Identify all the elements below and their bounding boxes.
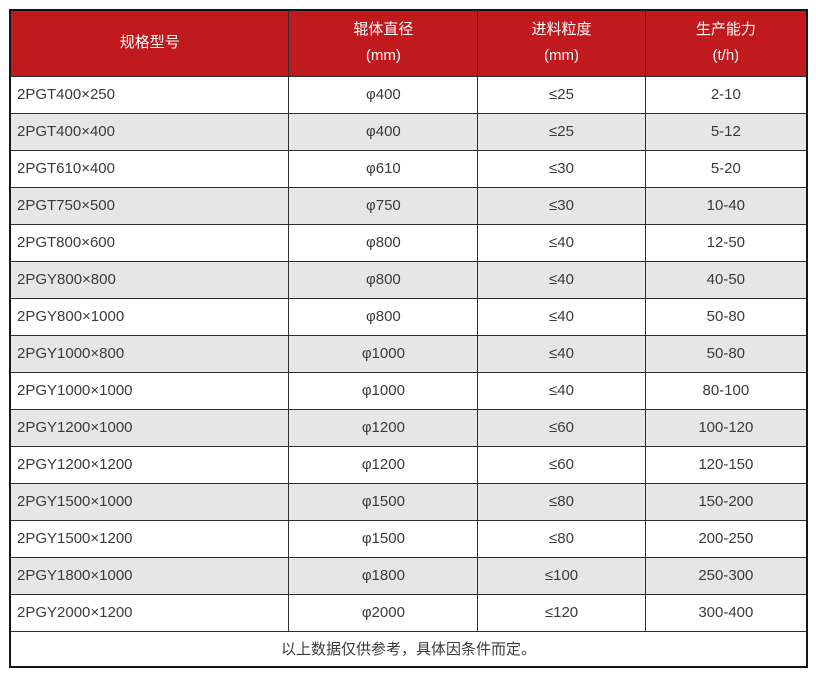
diameter-cell: φ400 xyxy=(288,112,479,151)
table-row: 2PGY1000×800 φ1000 ≤40 50-80 xyxy=(9,334,808,373)
model-cell: 2PGY800×1000 xyxy=(9,297,290,336)
header-row: 规格型号 辊体直径 (mm) 进料粒度 (mm) 生产能力 (t/h) xyxy=(9,9,808,77)
model-cell: 2PGY1000×1000 xyxy=(9,371,290,410)
model-cell: 2PGT400×250 xyxy=(9,75,290,114)
capacity-cell: 50-80 xyxy=(644,297,808,336)
capacity-cell: 5-12 xyxy=(644,112,808,151)
model-cell: 2PGY1000×800 xyxy=(9,334,290,373)
feed-size-cell: ≤40 xyxy=(477,371,646,410)
capacity-cell: 10-40 xyxy=(644,186,808,225)
table-row: 2PGY1800×1000 φ1800 ≤100 250-300 xyxy=(9,556,808,595)
header-roller-diameter-unit: (mm) xyxy=(365,47,401,65)
model-cell: 2PGY1500×1000 xyxy=(9,482,290,521)
diameter-cell: φ800 xyxy=(288,260,479,299)
header-roller-diameter-title: 辊体直径 xyxy=(353,21,414,38)
model-cell: 2PGY1200×1200 xyxy=(9,445,290,484)
model-cell: 2PGT750×500 xyxy=(9,186,290,225)
header-capacity: 生产能力 (t/h) xyxy=(644,9,808,77)
feed-size-cell: ≤30 xyxy=(477,149,646,188)
model-cell: 2PGT610×400 xyxy=(9,149,290,188)
spec-table: 规格型号 辊体直径 (mm) 进料粒度 (mm) 生产能力 (t/h) 2PGT… xyxy=(9,9,808,668)
table-row: 2PGT400×250 φ400 ≤25 2-10 xyxy=(9,75,808,114)
table-row: 2PGY1500×1000 φ1500 ≤80 150-200 xyxy=(9,482,808,521)
feed-size-cell: ≤120 xyxy=(477,593,646,632)
header-capacity-title: 生产能力 xyxy=(695,21,756,38)
capacity-cell: 120-150 xyxy=(644,445,808,484)
table-body: 2PGT400×250 φ400 ≤25 2-10 2PGT400×400 φ400 ≤25… xyxy=(9,75,808,632)
model-cell: 2PGY1500×1200 xyxy=(9,519,290,558)
diameter-cell: φ1500 xyxy=(288,519,479,558)
feed-size-cell: ≤60 xyxy=(477,408,646,447)
table-row: 2PGY1200×1200 φ1200 ≤60 120-150 xyxy=(9,445,808,484)
capacity-cell: 250-300 xyxy=(644,556,808,595)
header-feed-size-unit: (mm) xyxy=(544,47,579,65)
header-capacity-unit: (t/h) xyxy=(712,47,740,65)
table-row: 2PGT610×400 φ610 ≤30 5-20 xyxy=(9,149,808,188)
table-row: 2PGY1200×1000 φ1200 ≤60 100-120 xyxy=(9,408,808,447)
table-row: 2PGY1500×1200 φ1500 ≤80 200-250 xyxy=(9,519,808,558)
model-cell: 2PGT400×400 xyxy=(9,112,290,151)
table-header: 规格型号 辊体直径 (mm) 进料粒度 (mm) 生产能力 (t/h) xyxy=(9,9,808,77)
header-roller-diameter: 辊体直径 (mm) xyxy=(288,9,479,77)
diameter-cell: φ2000 xyxy=(288,593,479,632)
feed-size-cell: ≤40 xyxy=(477,297,646,336)
diameter-cell: φ1200 xyxy=(288,445,479,484)
table-row: 2PGY2000×1200 φ2000 ≤120 300-400 xyxy=(9,593,808,632)
table-row: 2PGT400×400 φ400 ≤25 5-12 xyxy=(9,112,808,151)
diameter-cell: φ610 xyxy=(288,149,479,188)
table-row: 2PGY800×1000 φ800 ≤40 50-80 xyxy=(9,297,808,336)
header-feed-size: 进料粒度 (mm) xyxy=(477,9,646,77)
diameter-cell: φ1000 xyxy=(288,334,479,373)
feed-size-cell: ≤40 xyxy=(477,223,646,262)
diameter-cell: φ1000 xyxy=(288,371,479,410)
table-row: 2PGT800×600 φ800 ≤40 12-50 xyxy=(9,223,808,262)
feed-size-cell: ≤100 xyxy=(477,556,646,595)
diameter-cell: φ800 xyxy=(288,223,479,262)
feed-size-cell: ≤80 xyxy=(477,482,646,521)
diameter-cell: φ750 xyxy=(288,186,479,225)
capacity-cell: 12-50 xyxy=(644,223,808,262)
feed-size-cell: ≤80 xyxy=(477,519,646,558)
model-cell: 2PGY1800×1000 xyxy=(9,556,290,595)
table-footnote: 以上数据仅供参考，具体因条件而定。 xyxy=(9,630,808,668)
header-feed-size-title: 进料粒度 xyxy=(531,21,592,38)
capacity-cell: 300-400 xyxy=(644,593,808,632)
feed-size-cell: ≤25 xyxy=(477,75,646,114)
table-footer: 以上数据仅供参考，具体因条件而定。 xyxy=(9,630,808,668)
feed-size-cell: ≤30 xyxy=(477,186,646,225)
feed-size-cell: ≤60 xyxy=(477,445,646,484)
header-model-title: 规格型号 xyxy=(119,34,180,52)
footnote-row: 以上数据仅供参考，具体因条件而定。 xyxy=(9,630,808,668)
spec-table-page: 规格型号 辊体直径 (mm) 进料粒度 (mm) 生产能力 (t/h) 2PGT… xyxy=(9,9,808,668)
diameter-cell: φ1800 xyxy=(288,556,479,595)
model-cell: 2PGY1200×1000 xyxy=(9,408,290,447)
table-row: 2PGT750×500 φ750 ≤30 10-40 xyxy=(9,186,808,225)
capacity-cell: 100-120 xyxy=(644,408,808,447)
capacity-cell: 150-200 xyxy=(644,482,808,521)
capacity-cell: 50-80 xyxy=(644,334,808,373)
header-model: 规格型号 xyxy=(9,9,290,77)
capacity-cell: 2-10 xyxy=(644,75,808,114)
feed-size-cell: ≤25 xyxy=(477,112,646,151)
feed-size-cell: ≤40 xyxy=(477,260,646,299)
model-cell: 2PGY800×800 xyxy=(9,260,290,299)
diameter-cell: φ1500 xyxy=(288,482,479,521)
table-row: 2PGY800×800 φ800 ≤40 40-50 xyxy=(9,260,808,299)
capacity-cell: 80-100 xyxy=(644,371,808,410)
model-cell: 2PGT800×600 xyxy=(9,223,290,262)
capacity-cell: 200-250 xyxy=(644,519,808,558)
capacity-cell: 5-20 xyxy=(644,149,808,188)
diameter-cell: φ800 xyxy=(288,297,479,336)
capacity-cell: 40-50 xyxy=(644,260,808,299)
feed-size-cell: ≤40 xyxy=(477,334,646,373)
diameter-cell: φ400 xyxy=(288,75,479,114)
model-cell: 2PGY2000×1200 xyxy=(9,593,290,632)
diameter-cell: φ1200 xyxy=(288,408,479,447)
table-row: 2PGY1000×1000 φ1000 ≤40 80-100 xyxy=(9,371,808,410)
